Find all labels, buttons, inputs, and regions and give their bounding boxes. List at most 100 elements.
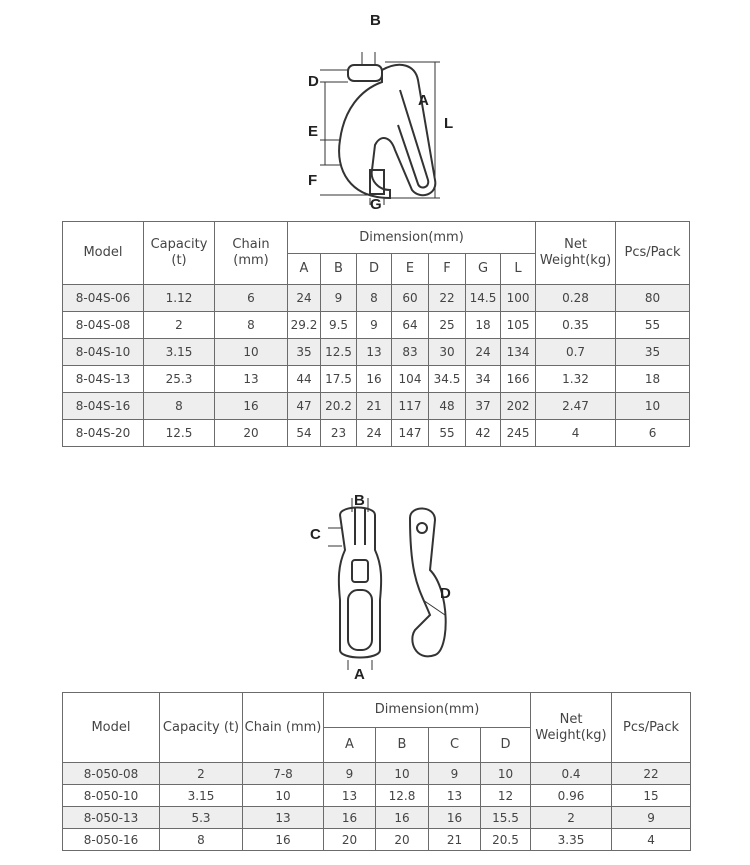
table-cell: 16 xyxy=(428,806,481,829)
table-cell: 8-050-13 xyxy=(62,806,160,829)
table-cell: 9 xyxy=(428,762,481,785)
header-dim-d: D xyxy=(356,253,392,285)
table-cell: 8-04S-06 xyxy=(62,284,144,312)
table-cell: 9.5 xyxy=(320,311,357,339)
table-cell: 147 xyxy=(391,419,429,447)
table-cell: 100 xyxy=(499,284,537,312)
table-cell: 3.15 xyxy=(143,338,215,366)
header-dim-c: C xyxy=(428,727,481,763)
dimension-label-e: E xyxy=(308,123,319,140)
dimension-label-l: L xyxy=(444,115,454,132)
table-row: 8-04S-16 8 16 47 20.2 21 117 48 37 202 2.47 10 xyxy=(62,392,691,420)
table-cell: 21 xyxy=(356,392,392,420)
header-chain: Chain (mm) xyxy=(214,221,288,285)
table-cell: 245 xyxy=(499,419,537,447)
dimension-label-a: A xyxy=(418,92,429,109)
table-row: 8-04S-10 3.15 10 35 12.5 13 83 30 24 134 0.7 35 xyxy=(62,338,691,366)
table-cell: 2.47 xyxy=(535,392,617,420)
table-cell: 2 xyxy=(143,311,215,339)
table-cell: 6 xyxy=(214,284,288,312)
dimension-label-b: B xyxy=(370,12,381,29)
table-cell: 8-050-16 xyxy=(62,828,160,851)
table-row: 8-050-16 8 16 20 20 21 20.5 3.35 4 xyxy=(62,828,692,851)
table-cell: 8 xyxy=(159,828,243,851)
table-cell: 17.5 xyxy=(320,365,357,393)
table-cell: 0.4 xyxy=(530,762,613,785)
table-row: 8-050-10 3.15 10 13 12.8 13 12 0.96 15 xyxy=(62,784,692,807)
table-cell: 37 xyxy=(465,392,501,420)
table-cell: 15 xyxy=(611,784,692,807)
table-cell: 10 xyxy=(375,762,429,785)
table-cell: 0.28 xyxy=(535,284,617,312)
header-dim-a: A xyxy=(323,727,376,763)
table-cell: 8-050-08 xyxy=(62,762,160,785)
clevis-hook-diagram xyxy=(320,52,440,205)
table-cell: 16 xyxy=(214,392,288,420)
dimension-label-d: D xyxy=(440,585,451,602)
table-cell: 48 xyxy=(428,392,466,420)
dimension-label-d: D xyxy=(308,73,319,90)
table-cell: 0.35 xyxy=(535,311,617,339)
table-row: 8-04S-13 25.3 13 44 17.5 16 104 34.5 34 166 1.32 18 xyxy=(62,365,691,393)
header-pcs-pack: Pcs/Pack xyxy=(615,221,691,285)
header-chain: Chain (mm) xyxy=(242,692,324,763)
table-row: 8-050-13 5.3 13 16 16 16 15.5 2 9 xyxy=(62,806,692,829)
table-cell: 47 xyxy=(287,392,321,420)
grab-hook-spec-table: Model Capacity (t) Chain (mm) Dimension(… xyxy=(62,692,692,851)
table-cell: 34 xyxy=(465,365,501,393)
table-cell: 3.15 xyxy=(159,784,243,807)
table-cell: 34.5 xyxy=(428,365,466,393)
table-cell: 55 xyxy=(428,419,466,447)
table-cell: 9 xyxy=(323,762,376,785)
table-cell: 4 xyxy=(611,828,692,851)
header-dim-f: F xyxy=(428,253,466,285)
table-cell: 35 xyxy=(287,338,321,366)
table-cell: 20 xyxy=(323,828,376,851)
table-cell: 15.5 xyxy=(479,806,532,829)
table-cell: 30 xyxy=(428,338,466,366)
table-cell: 24 xyxy=(287,284,321,312)
header-pcs-pack: Pcs/Pack xyxy=(611,692,692,763)
header-capacity: Capacity (t) xyxy=(143,221,215,285)
table-cell: 8-04S-13 xyxy=(62,365,144,393)
table-cell: 10 xyxy=(242,784,324,807)
dimension-label-f: F xyxy=(308,172,318,189)
table-cell: 0.96 xyxy=(530,784,613,807)
table-row: 8-04S-20 12.5 20 54 23 24 147 55 42 245 4 6 xyxy=(62,419,691,447)
grab-hook-diagram xyxy=(328,498,447,670)
table-cell: 134 xyxy=(499,338,537,366)
table-cell: 22 xyxy=(611,762,692,785)
table-cell: 42 xyxy=(465,419,501,447)
table-cell: 23 xyxy=(320,419,357,447)
table-cell: 12.5 xyxy=(143,419,215,447)
table-cell: 14.5 xyxy=(465,284,501,312)
table-cell: 9 xyxy=(356,311,392,339)
table-cell: 3.35 xyxy=(530,828,613,851)
table-cell: 16 xyxy=(242,828,324,851)
header-model: Model xyxy=(62,692,160,763)
header-dim-b: B xyxy=(320,253,357,285)
table-row: 8-04S-06 1.12 6 24 9 8 60 22 14.5 100 0.28 80 xyxy=(62,284,691,312)
header-dim-b: B xyxy=(375,727,429,763)
table-cell: 8-04S-08 xyxy=(62,311,144,339)
table-cell: 1.32 xyxy=(535,365,617,393)
table-cell: 22 xyxy=(428,284,466,312)
hook-spec-table: Model Capacity (t) Chain (mm) Dimension(… xyxy=(62,221,691,447)
table-cell: 13 xyxy=(242,806,324,829)
table-cell: 18 xyxy=(615,365,691,393)
table-cell: 6 xyxy=(615,419,691,447)
table-cell: 13 xyxy=(356,338,392,366)
table-cell: 0.7 xyxy=(535,338,617,366)
table-row: 8-050-08 2 7-8 9 10 9 10 0.4 22 xyxy=(62,762,692,785)
table-cell: 25 xyxy=(428,311,466,339)
table-cell: 202 xyxy=(499,392,537,420)
dimension-label-g: G xyxy=(370,196,382,213)
table-cell: 55 xyxy=(615,311,691,339)
table-cell: 13 xyxy=(214,365,288,393)
table-cell: 24 xyxy=(465,338,501,366)
table-cell: 8-04S-20 xyxy=(62,419,144,447)
header-dim-e: E xyxy=(391,253,429,285)
table-cell: 54 xyxy=(287,419,321,447)
table-cell: 1.12 xyxy=(143,284,215,312)
table-cell: 24 xyxy=(356,419,392,447)
